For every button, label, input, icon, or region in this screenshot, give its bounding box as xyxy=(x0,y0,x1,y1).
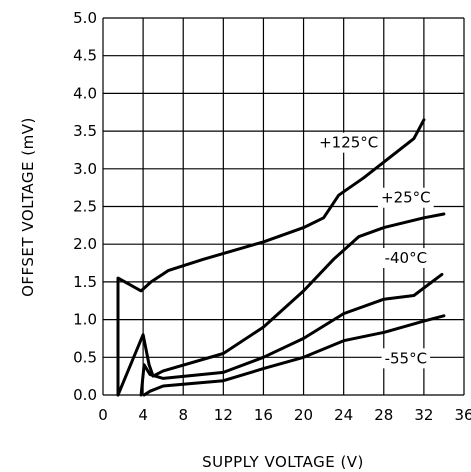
y-tick-label: 2.0 xyxy=(73,235,97,253)
series-line-1 xyxy=(116,212,446,397)
x-tick-label: 4 xyxy=(138,406,148,424)
y-tick-labels: 0.0 0.5 1.0 1.5 2.0 2.5 3.0 3.5 4.0 4.5 5.0 xyxy=(73,9,97,404)
x-axis-title: SUPPLY VOLTAGE (V) xyxy=(202,453,364,471)
series-line-0 xyxy=(116,118,426,397)
y-tick-label: 1.5 xyxy=(73,273,97,291)
x-tick-label: 16 xyxy=(254,406,273,424)
series-line-2 xyxy=(139,272,444,397)
y-tick-label: 5.0 xyxy=(73,9,97,27)
x-tick-label: 32 xyxy=(414,406,433,424)
y-tick-label: 3.5 xyxy=(73,122,97,140)
series-label-bg xyxy=(316,132,382,153)
x-tick-label: 12 xyxy=(214,406,233,424)
x-tick-label: 24 xyxy=(334,406,353,424)
x-tick-label: 36 xyxy=(454,406,471,424)
x-tick-label: 0 xyxy=(98,406,108,424)
x-tick-labels: 0 4 8 12 16 20 24 28 32 36 xyxy=(98,406,471,424)
series-label-2: -40°C xyxy=(385,249,427,267)
grid xyxy=(102,17,465,396)
y-tick-label: 4.5 xyxy=(73,47,97,65)
x-tick-label: 8 xyxy=(178,406,188,424)
series-lines xyxy=(116,118,446,397)
y-tick-label: 0.0 xyxy=(73,386,97,404)
series-label-1: +25°C xyxy=(381,189,431,207)
series-label-bg xyxy=(378,187,434,208)
series-label-bg xyxy=(381,348,431,369)
x-tick-label: 28 xyxy=(374,406,393,424)
y-tick-label: 2.5 xyxy=(73,198,97,216)
y-axis-title: OFFSET VOLTAGE (mV) xyxy=(19,117,37,297)
series-labels: +125°C +25°C -40°C -55°C xyxy=(316,132,434,369)
x-tick-label: 20 xyxy=(294,406,313,424)
y-tick-label: 4.0 xyxy=(73,84,97,102)
y-tick-label: 0.5 xyxy=(73,348,97,366)
series-label-bg xyxy=(381,248,431,269)
series-label-0: +125°C xyxy=(319,134,378,152)
series-line-3 xyxy=(142,314,446,397)
series-label-3: -55°C xyxy=(385,349,427,367)
y-tick-label: 1.0 xyxy=(73,311,97,329)
y-tick-label: 3.0 xyxy=(73,160,97,178)
